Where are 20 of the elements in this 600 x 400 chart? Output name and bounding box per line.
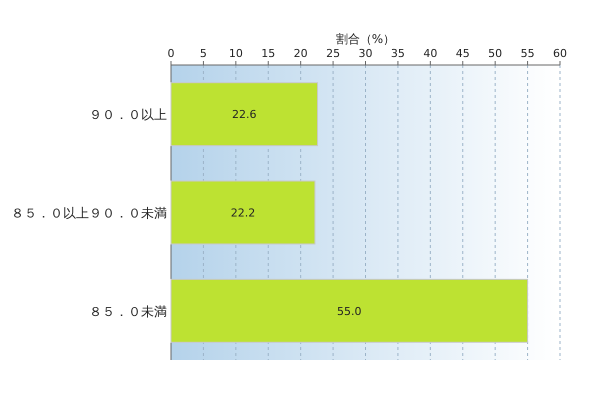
y-tick-label: ８５．０以上９０．０未満 [11, 206, 167, 222]
x-tick-label: 35 [390, 47, 405, 60]
x-tick-label: 55 [520, 47, 535, 60]
x-tick-label: 60 [553, 47, 567, 60]
x-tick-label: 5 [200, 47, 207, 60]
x-tick-label: 15 [261, 47, 276, 60]
x-tick-label: 30 [358, 47, 372, 60]
x-tick-label: 0 [168, 47, 174, 60]
x-tick-label: 40 [423, 47, 438, 60]
x-tick-label: 50 [488, 47, 502, 60]
x-tick-label: 25 [326, 47, 340, 60]
data-label: 22.2 [230, 206, 256, 220]
y-tick-label: ９０．０以上 [89, 108, 167, 124]
y-tick-label: ８５．０未満 [89, 304, 167, 320]
x-tick-label: 10 [228, 47, 243, 60]
x-tick-label: 20 [294, 47, 308, 60]
x-axis-title: 割合（%） [336, 32, 396, 46]
x-tick-label: 45 [456, 47, 470, 60]
data-label: 22.6 [232, 108, 257, 122]
data-label: 55.0 [337, 304, 362, 318]
